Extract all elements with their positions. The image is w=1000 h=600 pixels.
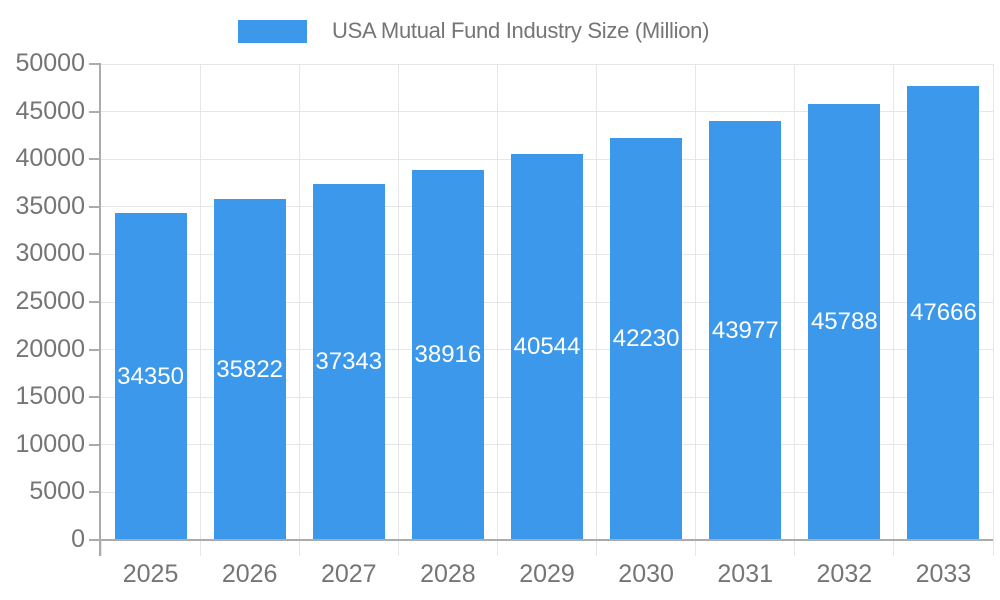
x-axis-label: 2032 [816,560,873,588]
y-axis-tick [89,348,101,351]
x-axis-tick [695,540,697,556]
vertical-gridline [992,64,994,540]
x-axis-tick [100,540,102,556]
bar-value-label: 45788 [810,308,878,335]
x-axis-label: 2027 [320,560,377,588]
legend-label[interactable]: USA Mutual Fund Industry Size (Million) [332,18,710,43]
x-axis-tick [893,540,895,556]
y-axis-label: 20000 [15,334,85,363]
y-axis-label: 25000 [15,286,85,315]
vertical-gridline [794,64,796,540]
vertical-gridline [695,64,697,540]
x-axis-label: 2029 [519,560,575,588]
x-axis-label: 2033 [915,560,972,588]
x-axis-line [99,539,993,541]
horizontal-gridline [101,63,993,65]
y-axis-tick [89,158,101,161]
plot-area: 0 5000 10000 15000 20000 25000 30000 35000 40000… [15,49,994,588]
x-axis-tick [496,540,498,556]
y-axis-label: 10000 [15,429,85,458]
x-axis-tick [199,540,201,556]
bar-value-label: 37343 [315,348,383,375]
bar-value-label: 35822 [216,355,284,383]
y-axis-tick [89,63,101,65]
bar[interactable]: 38916 [411,170,484,540]
x-axis-tick [298,540,300,556]
bar-value-label: 42230 [612,325,680,352]
vertical-gridline [397,64,399,540]
bar-value-label: 47666 [910,299,977,326]
vertical-gridline [893,64,895,540]
bar[interactable]: 40544 [511,154,583,540]
y-axis-label: 30000 [15,239,85,268]
y-axis-label: 35000 [15,191,85,220]
horizontal-gridline [101,111,993,113]
x-axis-tick [596,540,598,556]
y-axis-tick [89,205,101,208]
y-axis-tick [89,396,101,399]
legend-marker[interactable] [238,19,307,43]
y-axis-label: 0 [71,524,85,553]
bar-value-label: 38916 [414,341,482,368]
y-axis-tick [89,443,101,446]
x-axis-label: 2030 [618,560,674,588]
y-axis-label: 15000 [15,382,85,411]
y-axis-tick [89,301,101,303]
bar[interactable]: 37343 [312,184,385,540]
y-axis-label: 45000 [15,96,85,125]
x-axis-label: 2031 [717,560,774,588]
bar-value-label: 34350 [117,362,184,390]
x-axis-tick [992,540,994,556]
y-axis-tick [89,539,101,541]
vertical-gridline [298,64,300,540]
bar[interactable]: 34350 [114,213,187,540]
x-axis-label: 2028 [420,560,476,588]
bar[interactable]: 45788 [808,104,881,540]
y-axis-label: 50000 [15,48,85,77]
x-axis-label: 2026 [221,560,278,588]
y-axis-label: 40000 [15,144,85,173]
y-axis-tick [89,253,101,256]
y-axis-tick [89,110,101,113]
x-axis-tick [794,540,796,556]
bar-value-label: 40544 [513,333,581,360]
vertical-gridline [596,64,598,540]
vertical-gridline [199,64,201,540]
y-axis-line [99,64,101,556]
legend[interactable]: USA Mutual Fund Industry Size (Million) [238,19,709,43]
x-axis-label: 2025 [122,560,179,588]
bar[interactable]: 47666 [907,86,980,540]
bar[interactable]: 35822 [213,199,286,540]
vertical-gridline [496,64,498,540]
bar[interactable]: 43977 [709,121,782,540]
y-axis-label: 5000 [29,477,85,506]
x-axis-tick [397,540,399,556]
bar[interactable]: 42230 [610,138,683,540]
y-axis-tick [89,491,101,494]
bar-value-label: 43977 [711,316,779,344]
